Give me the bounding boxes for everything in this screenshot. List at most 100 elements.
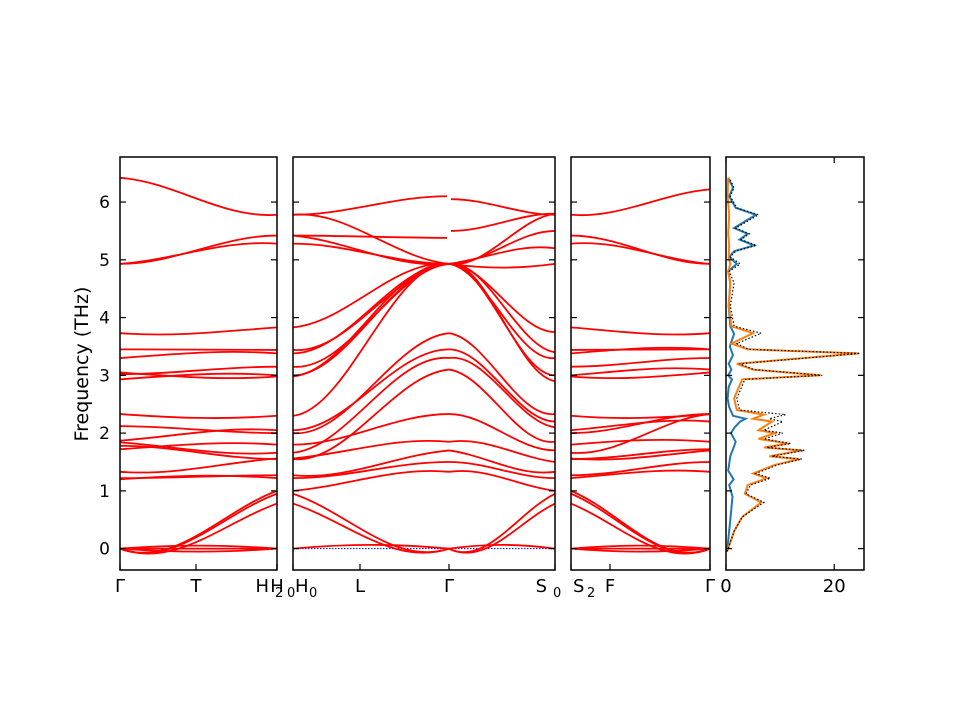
x-tick-label: T	[190, 576, 203, 597]
y-tick-label: 1	[99, 482, 110, 502]
band-line	[570, 413, 711, 454]
band-line	[292, 470, 450, 492]
band-line	[448, 357, 556, 429]
panel-dos	[725, 156, 865, 571]
band-line	[292, 439, 450, 460]
dos-series-line-3	[726, 177, 861, 552]
band-line	[119, 444, 278, 460]
x-tick-label: Γ	[115, 576, 125, 597]
x-tick-label: L	[355, 576, 365, 597]
band-line	[119, 457, 278, 474]
band-line	[448, 262, 556, 333]
dos-x-tick-label: 20	[823, 576, 846, 597]
band-line	[448, 449, 556, 474]
y-tick-label: 2	[99, 424, 110, 444]
x-tick-label: H	[295, 576, 309, 597]
band-line	[292, 544, 450, 550]
x-tick-label: S	[573, 576, 584, 597]
band-line	[292, 357, 450, 454]
band-line	[292, 262, 450, 351]
band-line	[448, 262, 556, 269]
band-line	[448, 332, 556, 415]
x-tick-label: F	[605, 576, 615, 597]
band-line	[450, 198, 556, 216]
band-line	[570, 490, 711, 554]
y-tick-label: 6	[99, 193, 110, 213]
panel-gamma-t-h2	[119, 156, 278, 571]
x-tick-label: H	[270, 576, 284, 597]
x-tick-subscript: 2	[275, 586, 283, 601]
dos-series-line-1	[726, 177, 759, 552]
band-line	[119, 413, 278, 419]
band-line	[570, 357, 711, 368]
dos-series-line-2	[726, 177, 859, 552]
x-tick-label: S	[536, 576, 547, 597]
dos-x-tick-label: 0	[720, 576, 731, 597]
band-line	[570, 348, 711, 351]
band-line	[570, 413, 711, 419]
band-line	[570, 547, 711, 553]
x-tick-subscript: 0	[287, 586, 295, 601]
band-line	[448, 212, 556, 265]
band-line	[119, 350, 278, 359]
band-line	[119, 348, 278, 351]
band-line	[570, 188, 711, 217]
y-tick-label: 4	[99, 309, 110, 329]
panel-h0-l-gamma-s0	[292, 156, 556, 571]
band-line	[119, 425, 278, 435]
band-line	[292, 413, 450, 446]
band-line	[448, 544, 556, 550]
band-line	[448, 502, 556, 554]
band-line	[119, 242, 278, 265]
band-line	[570, 469, 711, 480]
band-line	[570, 448, 711, 460]
band-line	[448, 368, 556, 443]
band-line	[292, 234, 450, 266]
band-line	[119, 234, 278, 265]
band-line	[570, 461, 711, 477]
y-tick-label: 3	[99, 366, 110, 386]
band-line	[448, 413, 556, 452]
band-line	[292, 449, 450, 477]
x-tick-subscript: 0	[553, 586, 561, 601]
y-axis-label: Frequency (THz)	[71, 287, 93, 442]
band-line	[119, 544, 278, 550]
band-line	[119, 441, 278, 455]
band-line	[119, 428, 278, 442]
band-line	[292, 234, 448, 239]
band-line	[292, 502, 450, 554]
band-line	[570, 242, 711, 265]
band-line	[119, 326, 278, 336]
band-line	[448, 470, 556, 492]
band-line	[448, 461, 556, 480]
band-line	[570, 234, 711, 265]
band-line	[570, 371, 711, 380]
band-line	[292, 195, 448, 216]
x-tick-label: Γ	[444, 576, 454, 597]
band-line	[119, 176, 278, 216]
band-line	[570, 544, 711, 550]
band-line	[570, 438, 711, 446]
band-line	[119, 547, 278, 553]
band-line	[292, 332, 450, 435]
band-line	[292, 262, 450, 355]
band-line	[448, 348, 556, 423]
y-tick-label: 0	[99, 540, 110, 560]
panel-s2-f-gamma	[570, 156, 711, 571]
y-tick-label: 5	[99, 251, 110, 271]
x-tick-label: H	[255, 576, 269, 597]
band-line	[292, 348, 450, 432]
x-tick-label: Γ	[705, 576, 715, 597]
band-line	[570, 346, 711, 355]
band-line	[119, 442, 278, 451]
band-line	[292, 368, 450, 461]
band-line	[292, 461, 450, 480]
x-tick-subscript: 0	[309, 586, 317, 601]
band-line	[448, 230, 556, 265]
band-line	[119, 490, 278, 554]
band-line	[570, 326, 711, 336]
band-line	[119, 371, 278, 380]
band-line	[119, 474, 278, 480]
